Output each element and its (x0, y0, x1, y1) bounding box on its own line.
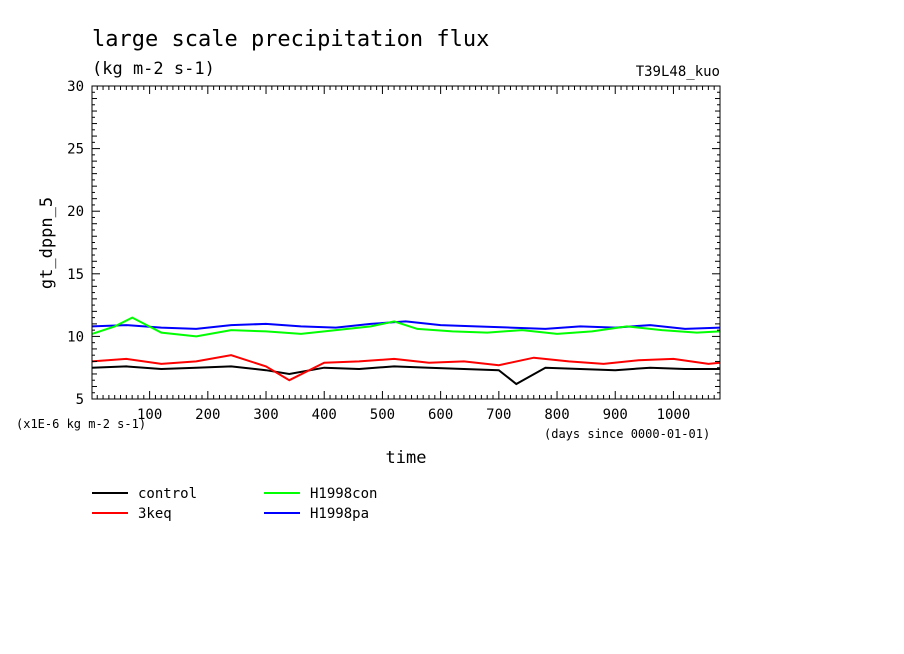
plot-frame (91, 85, 721, 400)
y-unit-note: (x1E-6 kg m-2 s-1) (16, 417, 146, 431)
x-tick-label: 500 (370, 407, 395, 423)
x-tick-label: 800 (544, 407, 569, 423)
x-tick-label: 900 (603, 407, 628, 423)
x-tick-label: 300 (253, 407, 278, 423)
legend-label-H1998con: H1998con (310, 486, 377, 502)
x-tick-label: 200 (195, 407, 220, 423)
series-line-H1998con (91, 316, 721, 338)
series-layer (91, 316, 721, 386)
axes-layer: 100 200 300 400 500 600 700 800 900 1000 5 10 15 20 25… (67, 79, 721, 423)
legend-label-H1998pa: H1998pa (310, 506, 369, 522)
legend-label-control: control (138, 486, 197, 502)
x-tick-label: 400 (312, 407, 337, 423)
y-tick-label: 25 (67, 142, 84, 158)
series-line-control (91, 365, 720, 386)
x-tick-label: 600 (428, 407, 453, 423)
x-unit-note: (days since 0000-01-01) (544, 427, 710, 441)
y-tick-label: 30 (67, 79, 84, 95)
legend-label-3keq: 3keq (138, 506, 172, 522)
x-tick-label: 100 (137, 407, 162, 423)
legend: control 3keq H1998con H1998pa (92, 486, 377, 522)
chart-subtitle: (kg m-2 s-1) (92, 59, 215, 79)
x-tick-label: 700 (486, 407, 511, 423)
run-label: T39L48_kuo (636, 64, 720, 80)
y-tick-label: 15 (67, 267, 84, 283)
y-tick-label: 10 (67, 329, 84, 345)
y-tick-label: 5 (76, 392, 84, 408)
y-axis-label: gt_dppn_5 (37, 197, 57, 289)
y-tick-label: 20 (67, 204, 84, 220)
x-tick-label: 1000 (657, 407, 691, 423)
series-line-3keq (91, 354, 721, 382)
chart-title: large scale precipitation flux (92, 27, 489, 52)
x-axis-label: time (386, 448, 427, 468)
